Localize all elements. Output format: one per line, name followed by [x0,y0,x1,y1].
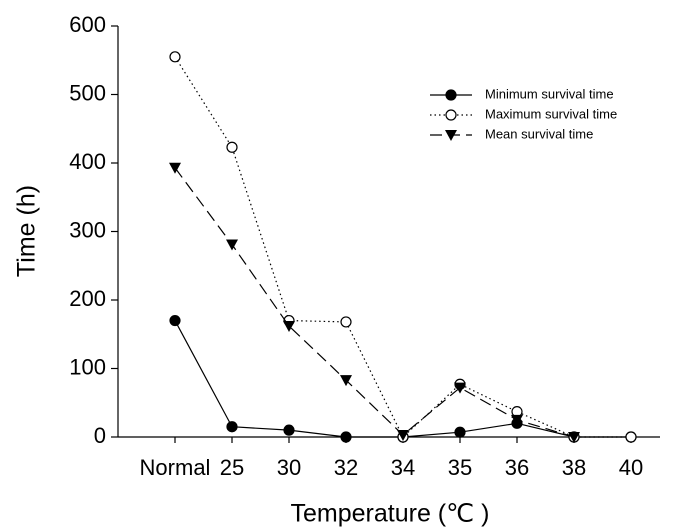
series-line [174,56,631,438]
x-tick-label: 25 [220,455,244,480]
y-tick-label: 600 [69,12,106,37]
marker [226,141,238,153]
y-tick-label: 100 [69,354,106,379]
y-tick-label: 400 [69,149,106,174]
y-tick-label: 300 [69,217,106,242]
series-line [174,320,631,438]
marker [283,321,295,333]
x-tick-label: 30 [277,455,301,480]
marker [226,239,238,251]
marker [340,316,352,328]
legend-marker [445,89,457,101]
marker [454,382,466,394]
legend-marker [445,130,457,141]
legend-label: Mean survival time [485,126,593,141]
marker [226,421,238,433]
series-line [174,167,575,438]
x-tick-label: Normal [140,455,211,480]
legend-label: Maximum survival time [485,106,617,121]
marker [169,51,181,63]
x-tick-label: 32 [334,455,358,480]
marker [454,426,466,438]
x-tick-label: 35 [448,455,472,480]
y-tick-label: 0 [94,423,106,448]
x-tick-label: 36 [505,455,529,480]
marker [169,314,181,327]
y-tick-label: 200 [69,286,106,311]
marker [169,162,181,174]
x-axis-title: Temperature (℃ ) [291,500,490,528]
x-tick-label: 40 [619,455,643,480]
x-tick-label: 38 [562,455,586,480]
legend-label: Minimum survival time [485,86,614,101]
legend-marker [445,109,457,121]
marker [511,414,523,426]
marker [397,429,409,441]
marker [340,431,352,443]
y-axis-title: Time (h) [13,185,41,277]
marker [283,424,295,436]
marker [625,431,637,443]
y-tick-label: 500 [69,80,106,105]
marker [340,375,352,387]
x-tick-label: 34 [391,455,415,480]
marker [568,432,580,443]
